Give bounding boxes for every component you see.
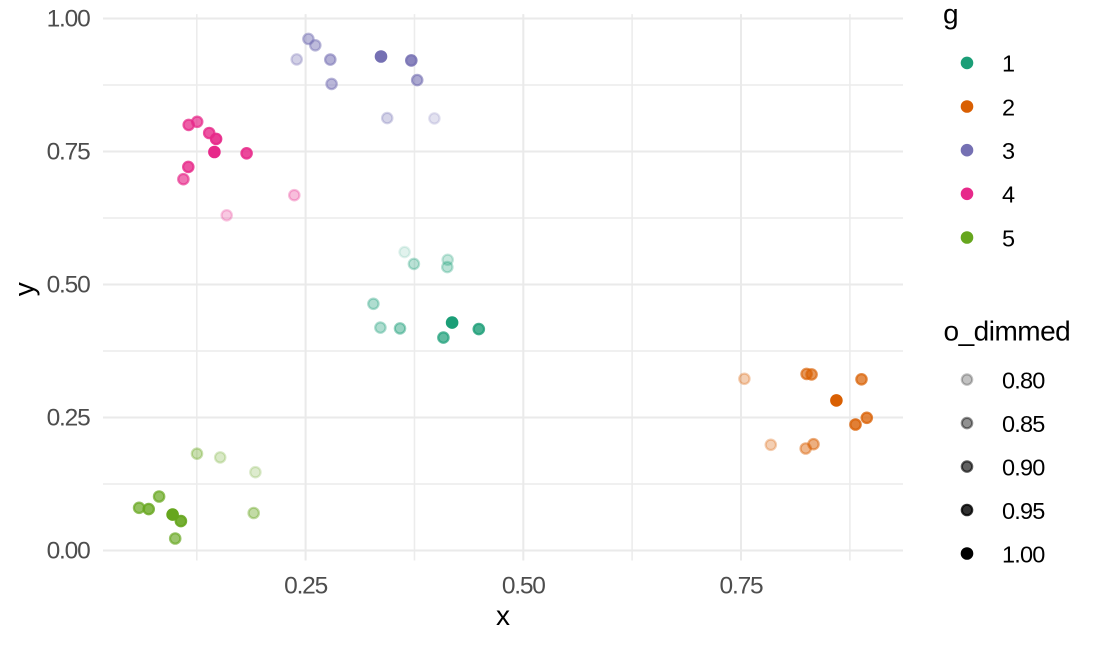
svg-text:0.85: 0.85: [1002, 411, 1045, 437]
svg-text:0.25: 0.25: [47, 405, 90, 432]
svg-text:0.95: 0.95: [1002, 498, 1045, 524]
svg-text:4: 4: [1002, 182, 1015, 208]
svg-text:0.90: 0.90: [1002, 454, 1045, 480]
svg-text:o_dimmed: o_dimmed: [944, 315, 1071, 346]
svg-text:0.50: 0.50: [47, 272, 90, 299]
svg-text:0.25: 0.25: [284, 573, 327, 600]
svg-text:0.75: 0.75: [47, 139, 90, 166]
svg-text:1: 1: [1002, 51, 1015, 77]
svg-text:1.00: 1.00: [47, 6, 90, 33]
svg-text:x: x: [496, 600, 510, 631]
svg-text:1.00: 1.00: [1002, 541, 1045, 567]
svg-text:5: 5: [1002, 225, 1015, 251]
svg-text:0.00: 0.00: [47, 538, 90, 565]
svg-text:0.50: 0.50: [502, 573, 545, 600]
svg-text:2: 2: [1002, 94, 1015, 120]
svg-text:g: g: [943, 0, 959, 30]
svg-text:3: 3: [1002, 138, 1015, 164]
svg-text:y: y: [9, 282, 40, 296]
svg-text:0.80: 0.80: [1002, 367, 1045, 393]
svg-text:0.75: 0.75: [720, 573, 763, 600]
